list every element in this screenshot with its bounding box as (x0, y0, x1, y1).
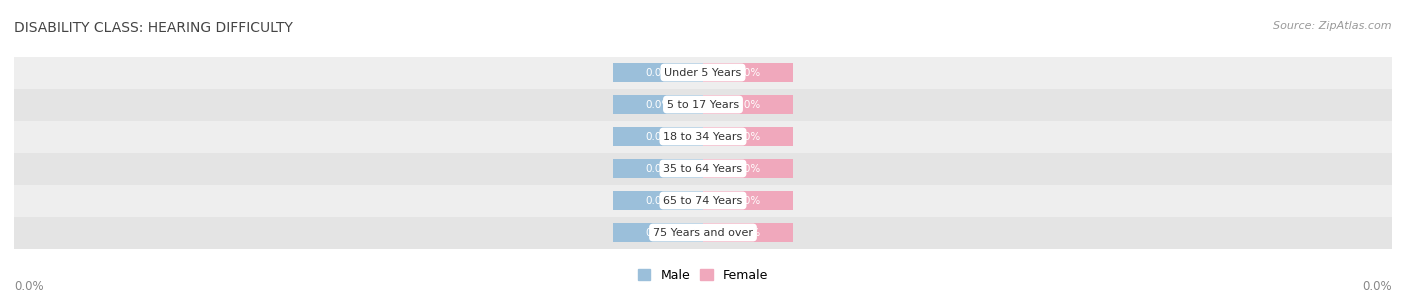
Bar (703, 159, 793, 178)
Bar (14, 152, 1392, 185)
Text: 5 to 17 Years: 5 to 17 Years (666, 99, 740, 109)
Text: 0.0%: 0.0% (735, 67, 761, 77)
Text: 0.0%: 0.0% (735, 131, 761, 142)
Bar (613, 191, 703, 210)
Text: 65 to 74 Years: 65 to 74 Years (664, 196, 742, 206)
Text: 0.0%: 0.0% (735, 228, 761, 238)
Text: 0.0%: 0.0% (645, 99, 671, 109)
Bar (703, 191, 793, 210)
Text: 75 Years and over: 75 Years and over (652, 228, 754, 238)
Text: 0.0%: 0.0% (645, 163, 671, 174)
Bar (14, 217, 1392, 249)
Bar (14, 120, 1392, 152)
Text: DISABILITY CLASS: HEARING DIFFICULTY: DISABILITY CLASS: HEARING DIFFICULTY (14, 21, 292, 35)
Bar (613, 95, 703, 114)
Legend: Male, Female: Male, Female (633, 264, 773, 287)
Text: 0.0%: 0.0% (735, 163, 761, 174)
Bar (14, 185, 1392, 217)
Bar (703, 223, 793, 242)
Bar (703, 95, 793, 114)
Text: 18 to 34 Years: 18 to 34 Years (664, 131, 742, 142)
Text: 0.0%: 0.0% (14, 280, 44, 293)
Text: 0.0%: 0.0% (645, 67, 671, 77)
Text: 0.0%: 0.0% (645, 228, 671, 238)
Bar (613, 127, 703, 146)
Text: 0.0%: 0.0% (645, 131, 671, 142)
Bar (613, 223, 703, 242)
Bar (14, 88, 1392, 120)
Bar (703, 63, 793, 82)
Bar (613, 63, 703, 82)
Bar (14, 56, 1392, 88)
Text: 35 to 64 Years: 35 to 64 Years (664, 163, 742, 174)
Bar (703, 127, 793, 146)
Bar (613, 159, 703, 178)
Text: 0.0%: 0.0% (645, 196, 671, 206)
Text: Under 5 Years: Under 5 Years (665, 67, 741, 77)
Text: 0.0%: 0.0% (735, 99, 761, 109)
Text: Source: ZipAtlas.com: Source: ZipAtlas.com (1274, 21, 1392, 31)
Text: 0.0%: 0.0% (1362, 280, 1392, 293)
Text: 0.0%: 0.0% (735, 196, 761, 206)
